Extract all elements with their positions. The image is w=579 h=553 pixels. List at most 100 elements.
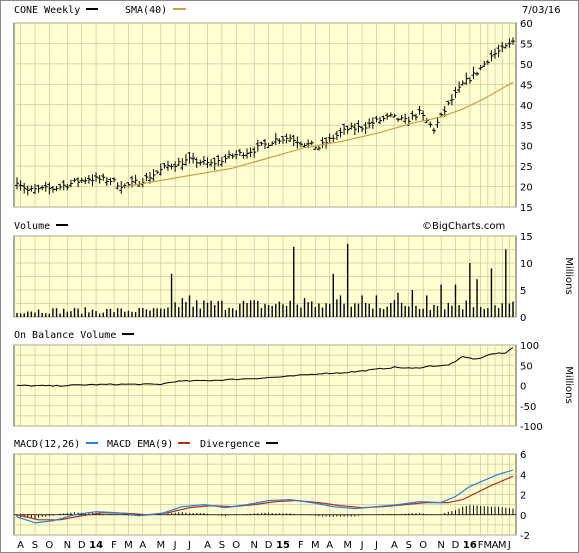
- ohlc-bar: [356, 120, 361, 133]
- ohlc-bar: [295, 136, 300, 149]
- ohlc-bar: [352, 123, 357, 136]
- ohlc-bar: [428, 121, 433, 128]
- ohlc-bar: [349, 122, 354, 130]
- ohlc-bar: [252, 146, 257, 158]
- ohlc-bar: [338, 127, 343, 138]
- obv-panel: -100 -50 0 50 100 Millions: [13, 341, 574, 433]
- price-ytick-label: 40: [520, 101, 533, 112]
- ohlc-bar: [410, 110, 415, 120]
- x-tick-label: M: [156, 540, 165, 551]
- ohlc-bar: [198, 159, 203, 166]
- ohlc-bar: [500, 41, 505, 53]
- volume-ytick-label: 15: [520, 232, 533, 243]
- ohlc-bar: [320, 137, 325, 149]
- price-ytick-label: 25: [520, 162, 533, 173]
- ohlc-bar: [288, 134, 293, 142]
- ohlc-bar: [399, 115, 404, 121]
- price-grid: [14, 22, 516, 208]
- macd-ytick-label: 0: [520, 511, 526, 522]
- ohlc-bar: [475, 71, 480, 76]
- ohlc-bar: [101, 173, 106, 181]
- price-ytick-label: 50: [520, 60, 533, 71]
- obv-line: [16, 347, 514, 387]
- x-tick-label: J: [507, 540, 511, 551]
- ohlc-bar: [345, 125, 350, 134]
- ohlc-bar: [273, 132, 278, 146]
- macd-yticks: -2 0 2 4 6: [520, 450, 530, 542]
- x-axis-labels: A S O N D 14 F M A M J J A S O N D 15 F M A M J J A S O N D 16 F M A M J: [17, 540, 511, 551]
- x-tick-label: A: [492, 540, 499, 551]
- obv-ytick-label: 100: [520, 341, 539, 352]
- x-tick-label: N: [250, 540, 257, 551]
- ohlc-bar: [449, 94, 454, 106]
- ohlc-bar: [108, 177, 113, 186]
- ohlc-bar: [169, 163, 174, 170]
- ohlc-bar: [158, 163, 163, 176]
- ohlc-bar: [291, 135, 296, 147]
- ohlc-bar: [395, 117, 400, 122]
- obv-yticks: -100 -50 0 50 100: [520, 341, 543, 433]
- ohlc-bar: [119, 181, 124, 194]
- ohlc-bar: [47, 182, 52, 195]
- macd-title: MACD(12,26): [14, 439, 80, 450]
- ohlc-bar: [493, 48, 498, 59]
- ohlc-bar: [29, 185, 34, 192]
- x-tick-label: S: [406, 540, 412, 551]
- x-tick-label: S: [32, 540, 38, 551]
- macd-ytick-label: 2: [520, 491, 526, 502]
- x-tick-label: D: [452, 540, 460, 551]
- price-plot-area: [13, 22, 517, 208]
- macd-grid: [14, 453, 516, 536]
- ohlc-bar: [22, 182, 27, 194]
- ohlc-bar: [503, 43, 508, 49]
- ohlc-bar: [374, 115, 379, 123]
- ohlc-bar: [219, 156, 224, 167]
- x-tick-label: 15: [276, 540, 290, 551]
- ohlc-bar: [32, 183, 37, 194]
- ohlc-bar: [385, 112, 390, 120]
- ohlc-bar: [115, 182, 120, 190]
- ohlc-bar: [216, 154, 221, 167]
- ohlc-bar: [485, 60, 490, 65]
- ohlc-bar: [68, 179, 73, 188]
- ohlc-bar: [155, 170, 160, 175]
- ohlc-bar: [316, 145, 321, 151]
- ohlc-bar: [144, 172, 149, 182]
- ohlc-bar: [212, 157, 217, 171]
- x-tick-label: M: [484, 540, 493, 551]
- x-tick-label: A: [326, 540, 333, 551]
- x-tick-label: F: [111, 540, 117, 551]
- ohlc-bar: [83, 177, 88, 185]
- chart-date: 7/03/16: [522, 5, 561, 16]
- ohlc-bar: [165, 160, 170, 171]
- obv-ylabel: Millions: [563, 366, 574, 403]
- ohlc-bar: [417, 105, 422, 115]
- ohlc-bar: [36, 184, 41, 193]
- ohlc-bar: [54, 185, 59, 192]
- volume-panel: 0 5 10 15 Millions: [13, 232, 574, 324]
- x-tick-label: D: [78, 540, 86, 551]
- ohlc-bar: [237, 148, 242, 156]
- ohlc-bar: [435, 116, 440, 128]
- ohlc-bar: [97, 175, 102, 184]
- ohlc-bar: [309, 140, 314, 146]
- ohlc-bar: [90, 174, 95, 187]
- ohlc-bar: [302, 143, 307, 148]
- price-ytick-label: 35: [520, 121, 533, 132]
- watermark: ©BigCharts.com: [422, 221, 505, 232]
- ohlc-bar: [280, 136, 285, 144]
- ohlc-bar: [183, 154, 188, 166]
- ohlc-bar: [298, 141, 303, 148]
- price-ytick-label: 20: [520, 183, 533, 194]
- obv-title: On Balance Volume: [14, 330, 116, 341]
- macd-ema-legend-label: MACD EMA(9): [107, 439, 173, 450]
- ohlc-bar: [482, 61, 487, 67]
- ohlc-bar: [284, 133, 289, 144]
- divergence-legend-label: Divergence: [200, 439, 260, 450]
- ohlc-bar: [191, 152, 196, 164]
- ohlc-bar: [413, 113, 418, 121]
- ohlc-bar: [248, 147, 253, 158]
- ohlc-bar: [104, 176, 109, 187]
- x-tick-label: M: [124, 540, 133, 551]
